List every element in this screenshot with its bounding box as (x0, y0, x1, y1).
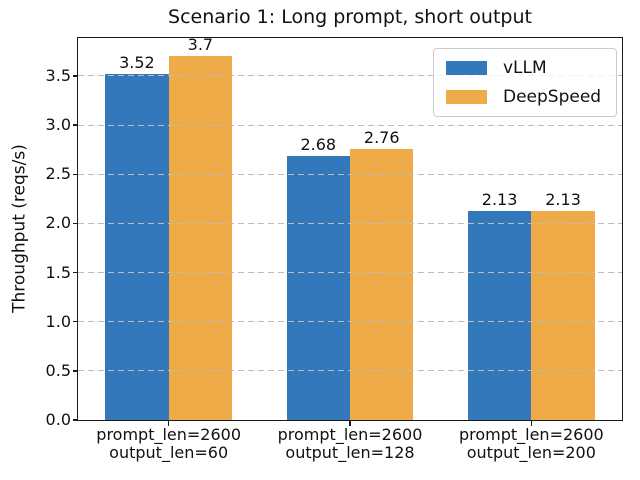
x-tick-label: prompt_len=2600 output_len=128 (277, 425, 423, 462)
y-tick-label: 3.5 (45, 65, 71, 85)
legend-entry-vllm: vLLM (446, 58, 604, 78)
y-tick-label: 2.5 (45, 164, 71, 184)
y-tick-label: 1.5 (45, 262, 71, 282)
legend-swatch-vllm (446, 61, 487, 75)
y-tick-label: 0.5 (45, 360, 71, 380)
y-tick-label: 1.0 (45, 311, 71, 331)
x-tick-mark (349, 421, 351, 426)
y-tick-mark (73, 419, 78, 421)
x-tick-label: prompt_len=2600 output_len=60 (96, 425, 242, 462)
y-tick-mark (73, 222, 78, 225)
bar-value-label: 2.13 (481, 189, 518, 209)
y-tick-mark (73, 271, 78, 274)
bar-value-label: 3.52 (119, 52, 155, 72)
y-tick-mark (73, 370, 78, 372)
legend-label: DeepSpeed (503, 87, 602, 107)
x-tick-mark (168, 421, 170, 426)
legend-swatch-deepspeed (446, 90, 487, 104)
chart-title: Scenario 1: Long prompt, short output (168, 6, 532, 28)
y-tick-mark (73, 75, 78, 77)
bar-labels-layer: 3.52 2.68 2.13 3.7 2.76 2.13 (78, 35, 622, 420)
y-tick-mark (73, 124, 78, 126)
y-tick-label: 3.0 (45, 115, 71, 135)
bar-deepspeed-1 (350, 148, 414, 420)
y-tick-mark (73, 173, 78, 175)
legend: vLLM DeepSpeed (433, 48, 617, 117)
x-tick-mark (530, 421, 533, 426)
y-tick-label: 2.0 (45, 213, 71, 233)
bar-vllm-2 (467, 210, 532, 420)
y-tick-mark (73, 321, 78, 323)
y-tick-label: 0.0 (45, 410, 71, 429)
bar-vllm-1 (286, 156, 350, 420)
legend-label: vLLM (503, 58, 547, 78)
x-tick-label: prompt_len=2600 output_len=200 (458, 425, 604, 462)
bar-deepspeed-0 (168, 56, 233, 420)
bar-value-label: 2.76 (363, 127, 400, 147)
bar-deepspeed-2 (531, 210, 595, 420)
plot-area: 3.52 2.68 2.13 3.7 2.76 2.13 vLLM DeepSpeed (77, 35, 623, 421)
bar-value-label: 2.68 (300, 135, 337, 155)
bars-layer (78, 38, 622, 420)
bar-value-label: 2.13 (545, 189, 581, 209)
legend-entry-deepspeed: DeepSpeed (446, 87, 604, 107)
bar-vllm-0 (105, 73, 169, 420)
bar-value-label: 3.7 (187, 35, 214, 55)
